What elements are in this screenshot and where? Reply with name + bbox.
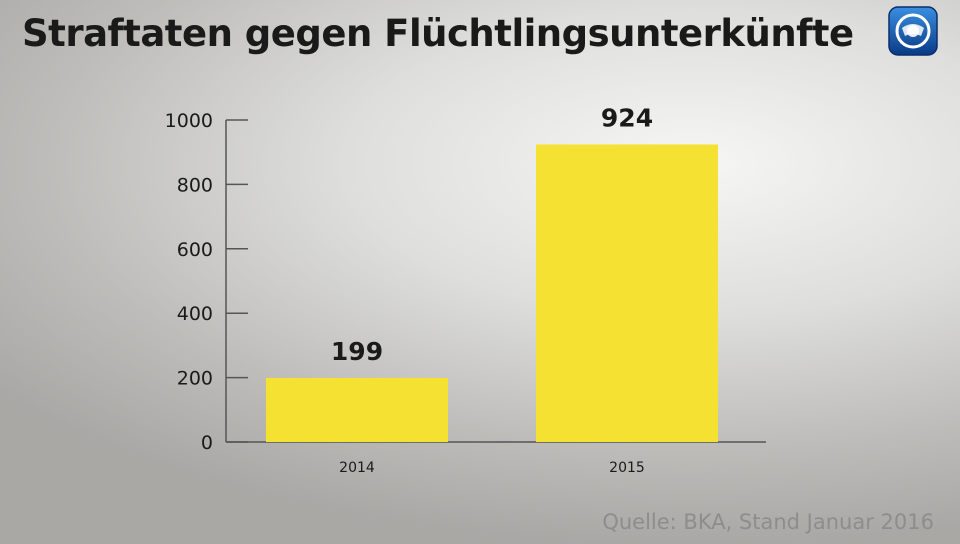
y-tick-label: 1000 [165, 110, 213, 132]
x-tick-label: 2015 [609, 460, 645, 476]
y-tick-label: 200 [177, 368, 213, 390]
data-label-2014: 199 [331, 337, 383, 366]
tagesschau-logo-icon [888, 6, 938, 56]
x-tick-label: 2014 [339, 460, 375, 476]
bar-2014 [266, 377, 448, 442]
source-note: Quelle: BKA, Stand Januar 2016 [602, 510, 934, 534]
y-tick-label: 800 [177, 174, 213, 196]
bar-2015 [536, 144, 718, 443]
y-tick-label: 400 [177, 303, 213, 325]
data-label-2015: 924 [601, 103, 653, 132]
page-title: Straftaten gegen Flüchtlingsunterkünfte [22, 12, 854, 55]
y-tick-label: 0 [201, 432, 213, 454]
y-tick-label: 600 [177, 239, 213, 261]
